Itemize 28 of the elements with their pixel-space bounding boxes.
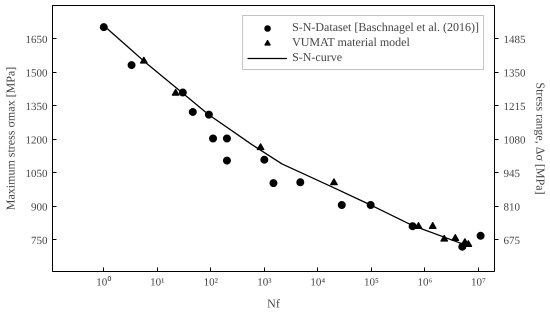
y-axis-title: Maximum stress σmax [MPa] xyxy=(4,66,18,210)
legend-label: S-N-curve xyxy=(292,50,342,65)
y2-tick-label: 1350 xyxy=(504,67,526,80)
y-tick-label: 750 xyxy=(31,234,48,247)
x-axis-title: Nf xyxy=(267,296,280,310)
legend-label: VUMAT material model xyxy=(292,35,410,50)
y-tick-label: 1050 xyxy=(26,168,48,180)
x-tick-label: 10² xyxy=(204,276,219,288)
y2-tick-label: 945 xyxy=(504,168,520,180)
x-tick-label: 10⁴ xyxy=(310,276,326,288)
x-tick-label: 10⁷ xyxy=(470,276,486,288)
y2-tick-label: 1215 xyxy=(504,100,526,113)
x-tick-label: 10¹ xyxy=(150,276,164,288)
x-tick-label: 10⁵ xyxy=(364,276,379,288)
y2-tick-label: 675 xyxy=(504,234,520,247)
legend-label: S-N-Dataset [Baschnagel et al. (2016)] xyxy=(292,20,479,35)
y-tick-label: 1650 xyxy=(26,34,48,46)
y2-tick-label: 1080 xyxy=(504,134,526,146)
y2-tick-label: 810 xyxy=(504,201,520,214)
x-tick-label: 10⁰ xyxy=(96,276,112,288)
x-tick-label: 10³ xyxy=(257,276,272,288)
y2-axis-title: Stress range, Δσ [MPa] xyxy=(534,82,548,195)
y-tick-label: 1350 xyxy=(26,100,48,113)
x-tick-label: 10⁶ xyxy=(417,276,432,288)
y2-tick-label: 1485 xyxy=(504,34,526,46)
y-tick-label: 1500 xyxy=(26,67,48,80)
y-tick-label: 1200 xyxy=(26,134,48,146)
y-tick-label: 900 xyxy=(31,201,48,214)
